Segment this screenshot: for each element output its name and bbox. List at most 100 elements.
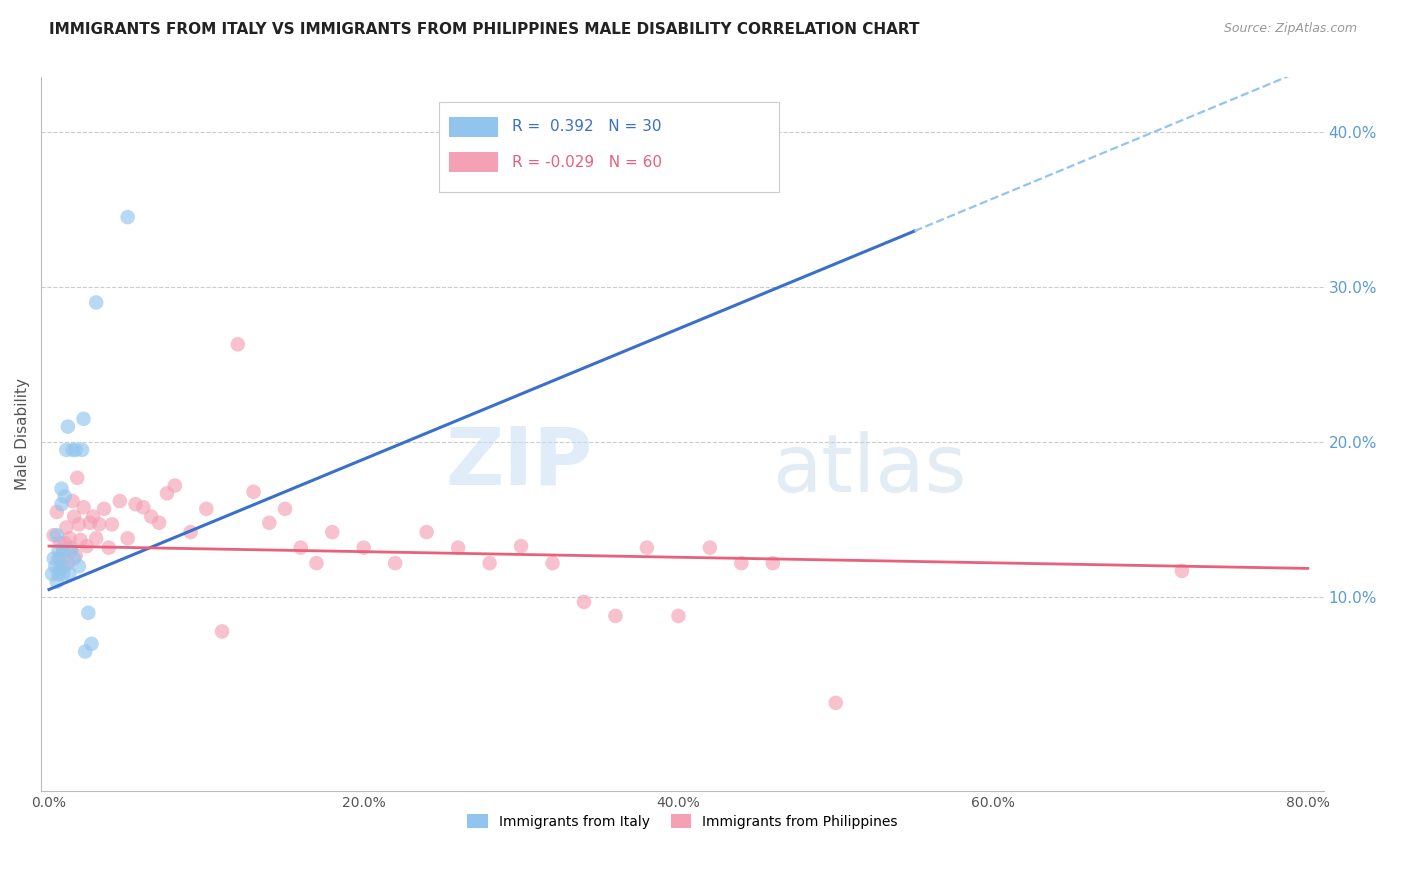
Point xyxy=(52,543,75,558)
Point xyxy=(101,517,124,532)
Point xyxy=(97,541,120,555)
FancyBboxPatch shape xyxy=(449,117,498,136)
Point xyxy=(69,533,91,547)
Point xyxy=(52,567,75,582)
Point xyxy=(84,532,107,546)
Point xyxy=(45,505,67,519)
Text: ZIP: ZIP xyxy=(446,424,592,502)
Point xyxy=(478,556,501,570)
Point xyxy=(447,541,470,555)
Point xyxy=(195,501,218,516)
Point xyxy=(77,606,100,620)
Point xyxy=(108,494,131,508)
Point xyxy=(211,624,233,639)
Point xyxy=(63,551,86,566)
Point xyxy=(148,516,170,530)
Point xyxy=(180,525,202,540)
Point xyxy=(66,471,89,485)
Point xyxy=(384,556,406,570)
Point xyxy=(84,295,107,310)
Point xyxy=(48,543,70,558)
Point xyxy=(117,532,139,546)
Point xyxy=(52,543,75,558)
Text: R =  0.392   N = 30: R = 0.392 N = 30 xyxy=(512,120,661,134)
Y-axis label: Male Disability: Male Disability xyxy=(15,378,30,491)
Point xyxy=(62,494,84,508)
Point xyxy=(75,644,97,658)
Point xyxy=(56,419,79,434)
Point xyxy=(67,559,90,574)
Point xyxy=(42,528,65,542)
Point xyxy=(762,556,785,570)
Point xyxy=(76,539,98,553)
Point xyxy=(63,509,86,524)
Point xyxy=(132,500,155,515)
Point xyxy=(65,549,87,563)
Text: R = -0.029   N = 60: R = -0.029 N = 60 xyxy=(512,155,662,169)
Point xyxy=(45,574,67,589)
Point xyxy=(48,567,70,582)
Point xyxy=(141,509,163,524)
Point xyxy=(60,543,83,558)
Point xyxy=(117,210,139,224)
Point xyxy=(636,541,658,555)
Point xyxy=(58,532,80,546)
Point xyxy=(53,559,76,574)
Point xyxy=(605,608,627,623)
Point xyxy=(305,556,328,570)
Point xyxy=(72,500,94,515)
Point xyxy=(290,541,312,555)
Text: IMMIGRANTS FROM ITALY VS IMMIGRANTS FROM PHILIPPINES MALE DISABILITY CORRELATION: IMMIGRANTS FROM ITALY VS IMMIGRANTS FROM… xyxy=(49,22,920,37)
Point xyxy=(65,442,87,457)
Point xyxy=(321,525,343,540)
Point xyxy=(56,556,79,570)
Point xyxy=(58,567,80,582)
Point xyxy=(80,637,103,651)
Point xyxy=(541,556,564,570)
Legend: Immigrants from Italy, Immigrants from Philippines: Immigrants from Italy, Immigrants from P… xyxy=(461,808,904,834)
FancyBboxPatch shape xyxy=(449,153,498,172)
Point xyxy=(42,551,65,566)
Text: atlas: atlas xyxy=(772,431,966,509)
Point xyxy=(79,516,101,530)
Point xyxy=(730,556,752,570)
Point xyxy=(70,442,93,457)
Point xyxy=(53,536,76,550)
Point xyxy=(824,696,846,710)
Point xyxy=(44,559,66,574)
Point xyxy=(72,412,94,426)
Point xyxy=(60,541,83,555)
Point xyxy=(93,501,115,516)
Point xyxy=(48,551,70,566)
Point xyxy=(226,337,249,351)
Point xyxy=(124,497,146,511)
Point xyxy=(274,501,297,516)
Point xyxy=(51,497,73,511)
Point xyxy=(89,517,111,532)
Point xyxy=(55,442,77,457)
Point xyxy=(572,595,595,609)
Point xyxy=(668,608,690,623)
Point xyxy=(51,559,73,574)
Point xyxy=(45,528,67,542)
Point xyxy=(41,567,63,582)
Point xyxy=(51,482,73,496)
FancyBboxPatch shape xyxy=(439,103,779,192)
Point xyxy=(156,486,179,500)
Point xyxy=(62,442,84,457)
Point xyxy=(49,562,72,576)
Point xyxy=(82,509,104,524)
Point xyxy=(53,490,76,504)
Point xyxy=(67,517,90,532)
Point xyxy=(699,541,721,555)
Point xyxy=(1171,564,1194,578)
Point xyxy=(49,536,72,550)
Point xyxy=(259,516,281,530)
Point xyxy=(415,525,437,540)
Point xyxy=(510,539,533,553)
Point xyxy=(163,478,186,492)
Text: Source: ZipAtlas.com: Source: ZipAtlas.com xyxy=(1223,22,1357,36)
Point xyxy=(55,520,77,534)
Point xyxy=(353,541,375,555)
Point xyxy=(49,551,72,566)
